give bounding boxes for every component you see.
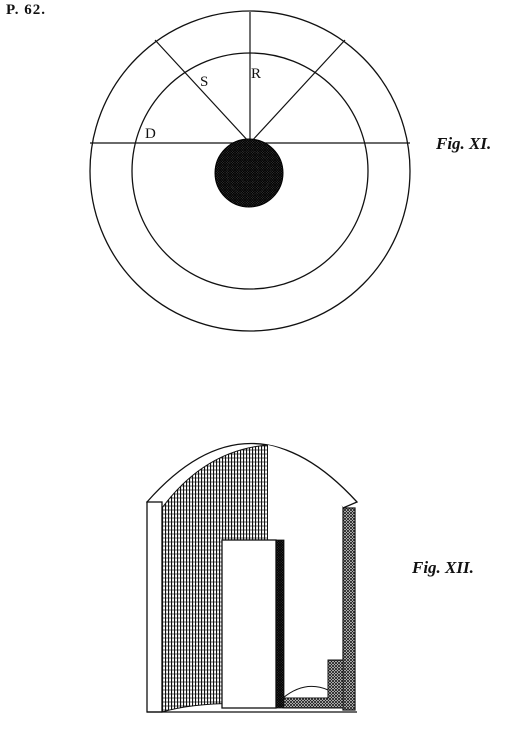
point-label-r: R (251, 66, 261, 82)
central-sphere (214, 138, 284, 208)
point-label-d: D (145, 126, 156, 142)
figure-11-label: Fig. XI. (436, 134, 492, 153)
door-shadow (275, 539, 285, 709)
left-pillar (146, 501, 163, 713)
ray-left (154, 39, 251, 144)
figure-12-diagram (145, 443, 359, 713)
figure-12-label: Fig. XII. (412, 558, 474, 577)
sphere-shading-core (238, 162, 260, 184)
floor-curve (282, 685, 329, 699)
figure-11-diagram: S R D (89, 10, 411, 332)
sphere-shading-ring (226, 150, 272, 196)
outer-circle (89, 10, 411, 332)
plate-number: P. 62. (6, 2, 47, 18)
ray-right (249, 39, 346, 144)
door-slab (221, 539, 277, 709)
right-dark-column (342, 507, 356, 711)
right-interior (268, 445, 343, 705)
point-label-s: S (200, 74, 208, 90)
